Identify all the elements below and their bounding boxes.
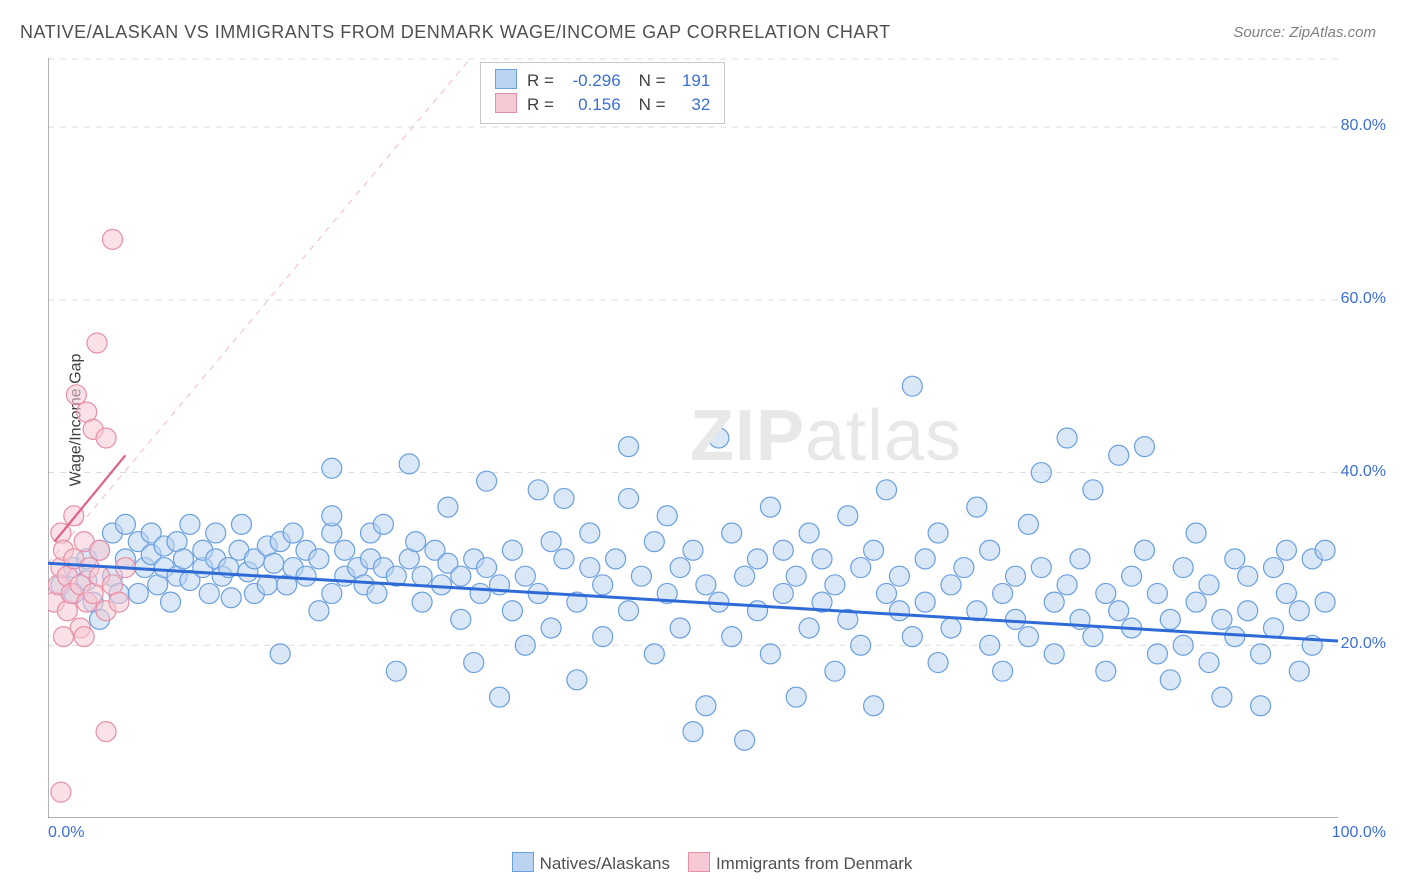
legend-swatch [512, 852, 534, 872]
stat-r-value: -0.296 [559, 69, 621, 93]
source-name: ZipAtlas.com [1289, 24, 1376, 41]
legend-label: Natives/Alaskans [540, 854, 670, 873]
stats-row: R = 0.156 N = 32 [495, 93, 710, 117]
legend-swatch [688, 852, 710, 872]
y-tick-label: 60.0% [1341, 290, 1386, 308]
x-tick-label: 100.0% [1332, 824, 1386, 842]
legend-label: Immigrants from Denmark [716, 854, 912, 873]
y-tick-label: 20.0% [1341, 635, 1386, 653]
legend-swatch [495, 69, 517, 89]
stat-n-value: 191 [670, 69, 710, 93]
stat-label: R = [527, 95, 559, 114]
source-label: Source: [1233, 24, 1285, 41]
stat-label: R = [527, 71, 559, 90]
legend-swatch [495, 93, 517, 113]
legend-bottom: Natives/Alaskans Immigrants from Denmark [0, 852, 1406, 874]
source-attribution: Source: ZipAtlas.com [1233, 24, 1376, 41]
stat-label: N = [639, 71, 671, 90]
stats-row: R = -0.296 N = 191 [495, 69, 710, 93]
x-tick-label: 0.0% [48, 824, 84, 842]
stat-label: N = [639, 95, 671, 114]
y-tick-label: 40.0% [1341, 463, 1386, 481]
stat-r-value: 0.156 [559, 93, 621, 117]
y-tick-label: 80.0% [1341, 117, 1386, 135]
stat-n-value: 32 [670, 93, 710, 117]
correlation-stats-box: R = -0.296 N = 191 R = 0.156 N = 32 [480, 62, 725, 124]
chart-title: NATIVE/ALASKAN VS IMMIGRANTS FROM DENMAR… [20, 22, 891, 43]
scatter-plot [48, 58, 1338, 818]
